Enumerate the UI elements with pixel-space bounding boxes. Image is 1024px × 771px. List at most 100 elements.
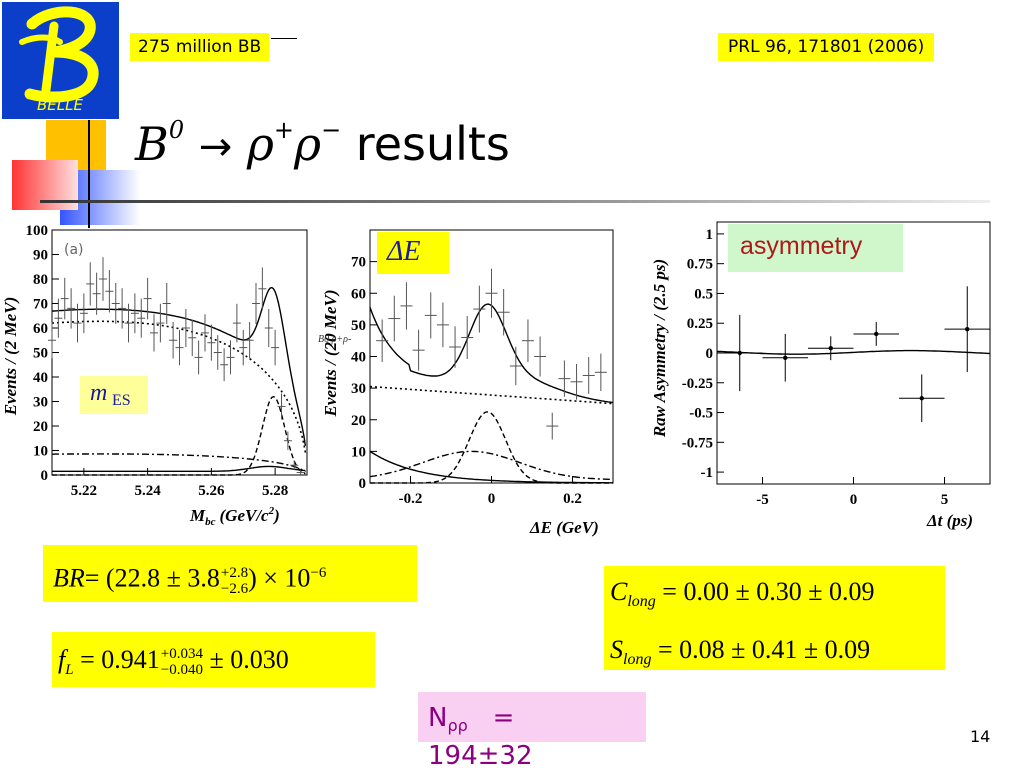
mbc-svg-ytick-label: 80 bbox=[33, 272, 48, 288]
mbc-xlabel: Mbc (GeV/c2) bbox=[189, 505, 280, 528]
asym-data-point bbox=[737, 350, 742, 356]
mbc-svg-ytick-label: 0 bbox=[41, 468, 49, 484]
asym-data-point bbox=[919, 396, 924, 401]
mes-badge-m: m bbox=[90, 380, 108, 406]
asym-svg-xtick-label: 5 bbox=[941, 492, 949, 508]
n-sub: ρρ bbox=[447, 716, 468, 735]
mes-badge-sub: ES bbox=[112, 392, 131, 409]
mbc-svg-xtick-label: 5.28 bbox=[262, 483, 288, 499]
de-svg-xtick-label: 0 bbox=[488, 491, 496, 507]
de-svg-ytick-label: 40 bbox=[351, 350, 366, 366]
title-underline bbox=[40, 200, 990, 203]
asym-data-point bbox=[874, 331, 879, 337]
asym-data-point bbox=[828, 346, 833, 351]
asym-svg-xtick-label: 0 bbox=[850, 492, 858, 508]
de-xlabel: ΔE (GeV) bbox=[529, 518, 599, 537]
asym-ylabel: Raw Asymmetry / (2.5 ps) bbox=[650, 259, 669, 438]
n-eq: = bbox=[492, 703, 515, 733]
de-svg-ytick-label: 70 bbox=[351, 255, 366, 271]
asym-svg-ytick-label: 0.5 bbox=[694, 286, 713, 302]
asym-data-point bbox=[965, 326, 970, 332]
s-sub: long bbox=[623, 651, 652, 668]
de-svg-ytick-label: 10 bbox=[351, 444, 366, 460]
mbc-svg-xtick-label: 5.24 bbox=[135, 483, 162, 499]
asym-svg-ytick-label: -0.75 bbox=[682, 435, 713, 451]
n-value: 194±32 bbox=[428, 741, 533, 771]
mbc-svg-ytick-label: 90 bbox=[33, 248, 48, 264]
mbc-xlabel-unit: (GeV/c bbox=[220, 506, 270, 525]
asym-svg-ytick-label: -0.5 bbox=[689, 406, 713, 422]
de-badge-text: ΔE bbox=[387, 236, 421, 267]
title-rho1: ρ bbox=[246, 117, 274, 171]
reference-tag: PRL 96, 171801 (2006) bbox=[718, 33, 935, 61]
mbc-svg-xtick-label: 5.26 bbox=[198, 483, 225, 499]
s-long-formula: Slong = 0.08 ± 0.41 ± 0.09 bbox=[610, 632, 945, 678]
mbc-bbbar-curve bbox=[52, 453, 306, 473]
de-signal-curve bbox=[370, 411, 613, 484]
mbc-xlabel-sub: bc bbox=[205, 516, 216, 528]
title-rho-minus: − bbox=[321, 116, 342, 144]
de-badge: ΔE bbox=[377, 232, 449, 274]
br-lhs: BR bbox=[53, 563, 85, 593]
mbc-svg-ytick-label: 20 bbox=[33, 419, 48, 435]
asymmetry-badge: asymmetry bbox=[728, 224, 903, 272]
br-up: +2.8 bbox=[220, 564, 249, 581]
de-ylabel: Events / (20 MeV) bbox=[321, 289, 340, 417]
asymmetry-badge-text: asymmetry bbox=[740, 232, 863, 260]
mbc-xlabel-m: M bbox=[189, 506, 206, 525]
slide-title: B0 → ρ+ρ− results bbox=[135, 116, 510, 171]
de-svg-ytick-label: 0 bbox=[359, 476, 367, 492]
n-label: N bbox=[428, 703, 448, 733]
asym-svg-xtick-label: -5 bbox=[756, 492, 769, 508]
mbc-ylabel: Events / (2 MeV) bbox=[1, 297, 20, 417]
asym-svg-ytick-label: -0.25 bbox=[682, 376, 713, 392]
de-svg-xtick-label: -0.2 bbox=[399, 491, 423, 507]
c-long-formula: Clong = 0.00 ± 0.30 ± 0.09 bbox=[610, 574, 945, 620]
logo-text: BELLE bbox=[37, 96, 83, 114]
asym-svg-ytick-label: 0.25 bbox=[687, 316, 713, 332]
mbc-svg-xtick-label: 5.22 bbox=[71, 483, 97, 499]
de-bbbar-curve bbox=[369, 450, 613, 481]
de-svg-xtick-label: 0.2 bbox=[563, 491, 582, 507]
deco-vertical-line bbox=[88, 120, 90, 228]
mbc-svg-ytick-label: 70 bbox=[33, 297, 48, 313]
de-svg-ytick-label: 20 bbox=[351, 413, 366, 429]
title-word: results bbox=[355, 117, 510, 171]
de-svg-ytick-label: 60 bbox=[351, 286, 366, 302]
mbc-rare-curve bbox=[52, 465, 306, 472]
asym-data-point bbox=[783, 355, 788, 360]
mes-badge: m ES bbox=[80, 376, 148, 414]
title-b-sup: 0 bbox=[168, 116, 185, 144]
asym-plot-panel: 1 0.75 0.5 0.25 0 -0.25 -0.5 -0.75 -1 -5 0 5 Raw A… bbox=[645, 218, 1000, 538]
dataset-tag: 275 million BB bbox=[130, 33, 270, 61]
n-rhorho-box bbox=[418, 692, 646, 742]
asym-plot: 1 0.75 0.5 0.25 0 -0.25 -0.5 -0.75 -1 -5 0 5 Raw A… bbox=[650, 221, 991, 530]
de-svg-ytick-label: 50 bbox=[351, 318, 366, 334]
br-exp: −6 bbox=[310, 565, 327, 581]
cs-formula-box: Clong = 0.00 ± 0.30 ± 0.09 Slong = 0.08 … bbox=[604, 566, 945, 670]
de-continuum-curve bbox=[369, 385, 614, 405]
asym-svg-ytick-label: -1 bbox=[701, 465, 714, 481]
asym-svg-ytick-label: 0.75 bbox=[687, 257, 713, 273]
c-sub: long bbox=[627, 593, 656, 610]
fl-down: −0.040 bbox=[160, 662, 203, 679]
fl-rhs: ± 0.030 bbox=[209, 645, 289, 674]
s-rhs: = 0.08 ± 0.41 ± 0.09 bbox=[657, 635, 871, 664]
title-arrow: → bbox=[198, 124, 233, 170]
fl-lhs: f bbox=[58, 645, 66, 674]
de-svg-ytick-label: 30 bbox=[351, 381, 366, 397]
mbc-xlabel-close: ) bbox=[272, 506, 280, 525]
mbc-svg-ytick-label: 40 bbox=[33, 370, 48, 386]
mbc-total-fit bbox=[51, 286, 307, 446]
page-number: 14 bbox=[970, 727, 991, 746]
fl-formula: fL = 0.941 +0.034 −0.040 ± 0.030 bbox=[52, 632, 375, 687]
c-lhs: C bbox=[610, 577, 628, 606]
mbc-svg-ytick-label: 60 bbox=[33, 321, 48, 337]
mbc-svg-ytick-label: 10 bbox=[33, 444, 48, 460]
belle-logo: BELLE bbox=[2, 2, 119, 119]
asym-fit-curve bbox=[716, 349, 990, 355]
asym-xlabel: Δt (ps) bbox=[926, 511, 973, 530]
bbar-overline bbox=[271, 38, 297, 40]
br-mid: = (22.8 ± 3.8 bbox=[84, 563, 220, 593]
